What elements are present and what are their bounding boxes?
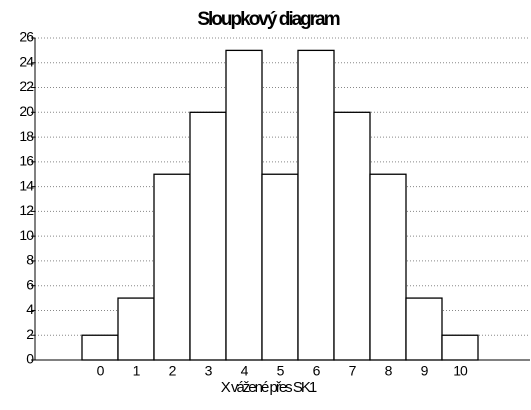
y-tick-label: 2 bbox=[26, 326, 34, 342]
y-tick-label: 4 bbox=[26, 301, 34, 317]
x-tick-label: 8 bbox=[385, 363, 393, 379]
x-tick-label: 4 bbox=[241, 363, 249, 379]
y-tick-label: 10 bbox=[19, 227, 34, 243]
y-tick-label: 0 bbox=[26, 351, 34, 367]
y-tick-label: 14 bbox=[19, 177, 34, 193]
bar bbox=[153, 173, 191, 361]
bar bbox=[81, 334, 119, 361]
bar bbox=[297, 49, 335, 361]
bar bbox=[225, 49, 263, 361]
y-tick-label: 8 bbox=[26, 252, 34, 268]
y-tick-label: 20 bbox=[19, 103, 34, 119]
x-axis-label: X vážené přes SK1 bbox=[221, 379, 317, 396]
bar bbox=[441, 334, 479, 361]
y-tick-label: 16 bbox=[19, 153, 34, 169]
y-tick-label: 18 bbox=[19, 128, 34, 144]
y-tick-label: 26 bbox=[19, 29, 34, 45]
x-tick-label: 6 bbox=[313, 363, 321, 379]
bar bbox=[261, 173, 299, 361]
y-tick-label: 6 bbox=[26, 276, 34, 292]
x-tick-label: 9 bbox=[421, 363, 429, 379]
y-tick-label: 22 bbox=[19, 78, 34, 94]
bar bbox=[333, 111, 371, 361]
x-tick-label: 0 bbox=[97, 363, 105, 379]
y-tick-label: 12 bbox=[19, 202, 34, 218]
x-tick-label: 7 bbox=[349, 363, 357, 379]
x-tick-label: 5 bbox=[277, 363, 285, 379]
x-tick-label: 3 bbox=[205, 363, 213, 379]
x-tick-label: 1 bbox=[133, 363, 141, 379]
bar bbox=[117, 297, 155, 361]
bar bbox=[405, 297, 443, 361]
chart-title: Sloupkový diagram bbox=[197, 9, 339, 30]
x-tick-label: 10 bbox=[453, 363, 468, 379]
y-tick-label: 24 bbox=[19, 53, 34, 69]
bar bbox=[189, 111, 227, 361]
bar bbox=[369, 173, 407, 361]
x-tick-label: 2 bbox=[169, 363, 177, 379]
